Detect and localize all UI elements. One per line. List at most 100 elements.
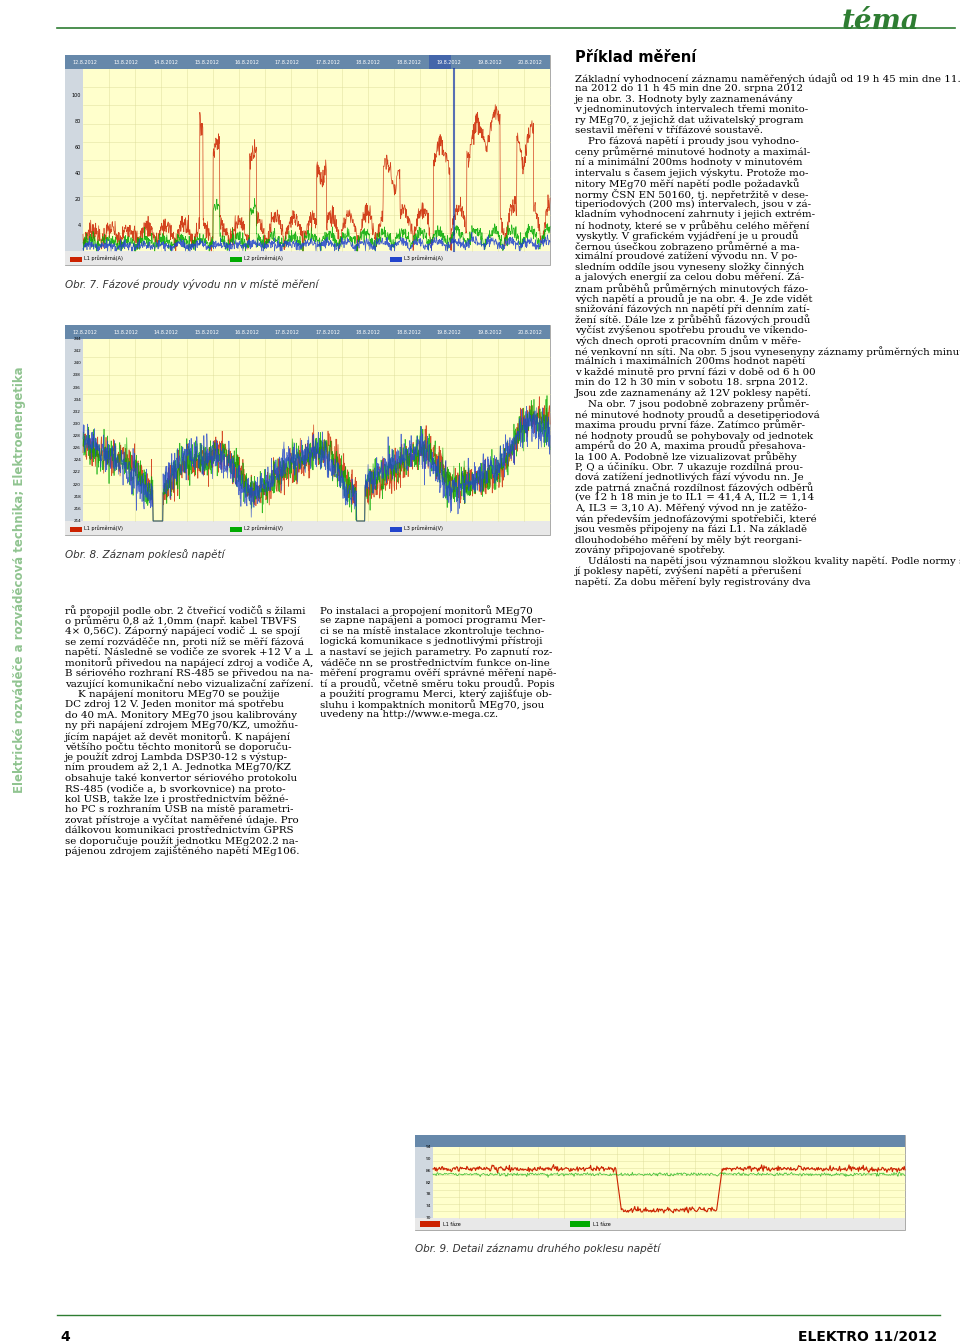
Text: 19.8.2012: 19.8.2012 (437, 59, 462, 64)
Text: rů propojil podle obr. 2 čtveřicí vodičů s žilami: rů propojil podle obr. 2 čtveřicí vodičů… (65, 605, 305, 616)
Text: 17.8.2012: 17.8.2012 (275, 330, 300, 334)
Text: 18.8.2012: 18.8.2012 (356, 59, 380, 64)
Text: L3 průměrná(A): L3 průměrná(A) (404, 255, 443, 261)
Text: 40: 40 (75, 170, 81, 176)
Bar (429, 55, 451, 68)
Text: 100: 100 (72, 93, 81, 98)
Text: černou úsečkou zobrazeno průměrné a ma-: černou úsečkou zobrazeno průměrné a ma- (575, 241, 800, 252)
Bar (65, 522, 550, 535)
Text: Základní vyhodnocení záznamu naměřených údajů od 19 h 45 min dne 11. srp-: Základní vyhodnocení záznamu naměřených … (575, 72, 960, 83)
Text: DC zdroj 12 V. Jeden monitor má spotřebu: DC zdroj 12 V. Jeden monitor má spotřebu (65, 700, 284, 709)
Text: 222: 222 (73, 471, 81, 475)
Text: kol USB, takže lze i prostřednictvím běžné-: kol USB, takže lze i prostřednictvím běž… (65, 794, 289, 803)
Text: je použít zdroj Lambda DSP30-12 s výstup-: je použít zdroj Lambda DSP30-12 s výstup… (65, 752, 288, 762)
Text: L2 průměrná(A): L2 průměrná(A) (244, 255, 283, 261)
Text: tiperiodových (200 ms) intervalech, jsou v zá-: tiperiodových (200 ms) intervalech, jsou… (575, 198, 811, 208)
Text: 224: 224 (73, 459, 81, 463)
Text: ampérů do 20 A, maxima proudů přesahova-: ampérů do 20 A, maxima proudů přesahova- (575, 440, 805, 452)
Text: vyskytly. V grafickém vyjádření je u proudů: vyskytly. V grafickém vyjádření je u pro… (575, 231, 799, 241)
Text: 19.8.2012: 19.8.2012 (477, 59, 502, 64)
Bar (65, 325, 550, 339)
Bar (390, 257, 402, 261)
Text: L1 průměrná(V): L1 průměrná(V) (84, 526, 123, 531)
Text: zovat přístroje a vyčítat naměřené údaje. Pro: zovat přístroje a vyčítat naměřené údaje… (65, 815, 299, 825)
Text: obsahuje také konvertor sériového protokolu: obsahuje také konvertor sériového protok… (65, 772, 298, 783)
Text: 240: 240 (73, 361, 81, 365)
Text: la 100 A. Podobně lze vizualizovat průběhy: la 100 A. Podobně lze vizualizovat průbě… (575, 451, 797, 461)
Text: ximální proudové zatížení vývodu nn. V po-: ximální proudové zatížení vývodu nn. V p… (575, 252, 798, 261)
Text: 16.8.2012: 16.8.2012 (234, 330, 259, 334)
Text: Příklad měření: Příklad měření (575, 50, 696, 64)
Bar (415, 1218, 905, 1230)
Text: je na obr. 3. Hodnoty byly zaznamenávány: je na obr. 3. Hodnoty byly zaznamenávány (575, 94, 794, 103)
Bar (65, 68, 83, 251)
Text: 4: 4 (78, 223, 81, 228)
Text: 4× 0,56C). Záporný napájecí vodič ⊥ se spojí: 4× 0,56C). Záporný napájecí vodič ⊥ se s… (65, 626, 300, 636)
Bar (415, 1147, 433, 1218)
Text: 232: 232 (73, 410, 81, 414)
Text: většího počtu těchto monitorů se doporuču-: většího počtu těchto monitorů se doporuč… (65, 742, 292, 752)
Text: A, IL3 = 3,10 A). Měřený vývod nn je zatěžo-: A, IL3 = 3,10 A). Měřený vývod nn je zat… (575, 503, 807, 514)
Text: ci se na místě instalace zkontroluje techno-: ci se na místě instalace zkontroluje tec… (320, 626, 544, 636)
Text: 17.8.2012: 17.8.2012 (315, 59, 340, 64)
Text: v jednominutových intervalech třemi monito-: v jednominutových intervalech třemi moni… (575, 105, 808, 114)
Text: 18.8.2012: 18.8.2012 (396, 330, 421, 334)
Text: ho PC s rozhraním USB na místě parametri-: ho PC s rozhraním USB na místě parametri… (65, 805, 294, 814)
Text: se zapne napájení a pomocí programu Mer-: se zapne napájení a pomocí programu Mer- (320, 616, 545, 625)
Text: L1 fáze: L1 fáze (443, 1222, 461, 1227)
Text: 20.8.2012: 20.8.2012 (517, 59, 542, 64)
Text: 226: 226 (73, 447, 81, 451)
Text: 13.8.2012: 13.8.2012 (113, 59, 138, 64)
Text: L2 průměrná(V): L2 průměrná(V) (244, 526, 283, 531)
Text: 13.8.2012: 13.8.2012 (113, 330, 138, 334)
Text: snižování fázových nn napětí při denním zatí-: snižování fázových nn napětí při denním … (575, 304, 809, 314)
Text: vých napětí a proudů je na obr. 4. Je zde vidět: vých napětí a proudů je na obr. 4. Je zd… (575, 294, 812, 304)
Text: 15.8.2012: 15.8.2012 (194, 59, 219, 64)
Text: ním proudem až 2,1 A. Jednotka MEg70/KZ: ním proudem až 2,1 A. Jednotka MEg70/KZ (65, 763, 291, 772)
Text: pájenou zdrojem zajištěného napětí MEg106.: pájenou zdrojem zajištěného napětí MEg10… (65, 846, 300, 857)
Text: Obr. 8. Záznam poklesů napětí: Obr. 8. Záznam poklesů napětí (65, 548, 225, 561)
Text: 20.8.2012: 20.8.2012 (517, 330, 542, 334)
Text: málních i maximálních 200ms hodnot napětí: málních i maximálních 200ms hodnot napět… (575, 357, 805, 366)
Text: 18.8.2012: 18.8.2012 (356, 330, 380, 334)
Text: napětí. Následně se vodiče ze svorek +12 V a ⊥: napětí. Následně se vodiče ze svorek +12… (65, 646, 314, 657)
Text: dlouhodobého měření by měly být reorgani-: dlouhodobého měření by měly být reorgani… (575, 535, 802, 544)
Text: 14.8.2012: 14.8.2012 (154, 59, 179, 64)
Text: 19.8.2012: 19.8.2012 (437, 330, 462, 334)
Text: 94: 94 (425, 1145, 431, 1149)
Text: 60: 60 (75, 145, 81, 149)
Text: 230: 230 (73, 422, 81, 426)
Text: 234: 234 (73, 398, 81, 402)
Text: 244: 244 (73, 337, 81, 341)
Text: se zemí rozváděče nn, proti níž se měří fázová: se zemí rozváděče nn, proti níž se měří … (65, 637, 304, 646)
Text: min do 12 h 30 min v sobotu 18. srpna 2012.: min do 12 h 30 min v sobotu 18. srpna 20… (575, 378, 808, 386)
Text: logická komunikace s jednotlivými přístroji: logická komunikace s jednotlivými přístr… (320, 637, 542, 646)
Text: né hodnoty proudů se pohybovaly od jednotek: né hodnoty proudů se pohybovaly od jedno… (575, 430, 813, 441)
Text: Obr. 9. Detail záznamu druhého poklesu napětí: Obr. 9. Detail záznamu druhého poklesu n… (415, 1243, 660, 1254)
Bar (415, 1134, 905, 1230)
Text: Po instalaci a propojení monitorů MEg70: Po instalaci a propojení monitorů MEg70 (320, 605, 533, 616)
Text: a použití programu Merci, který zajišťuje ob-: a použití programu Merci, který zajišťuj… (320, 689, 552, 699)
Text: vých dnech oproti pracovním dnům v měře-: vých dnech oproti pracovním dnům v měře- (575, 335, 801, 346)
Text: ELEKTRO 11/2012: ELEKTRO 11/2012 (798, 1330, 937, 1341)
Text: maxima proudu první fáze. Zatímco průměr-: maxima proudu první fáze. Zatímco průměr… (575, 420, 805, 430)
Text: 238: 238 (73, 373, 81, 377)
Text: dová zatížení jednotlivých fází vývodu nn. Je: dová zatížení jednotlivých fází vývodu n… (575, 472, 804, 481)
Text: monitorů přivedou na napájecí zdroj a vodiče A,: monitorů přivedou na napájecí zdroj a vo… (65, 657, 313, 668)
Text: zovány připojované spotřeby.: zovány připojované spotřeby. (575, 546, 725, 555)
Text: 18.8.2012: 18.8.2012 (396, 59, 421, 64)
Bar (230, 257, 242, 261)
Text: 12.8.2012: 12.8.2012 (73, 59, 98, 64)
Text: 4: 4 (60, 1330, 70, 1341)
Text: 17.8.2012: 17.8.2012 (275, 59, 300, 64)
Text: intervalu s časem jejich výskytu. Protože mo-: intervalu s časem jejich výskytu. Protož… (575, 168, 808, 177)
Text: ny při napájení zdrojem MEg70/KZ, umožňu-: ny při napájení zdrojem MEg70/KZ, umožňu… (65, 720, 298, 730)
Text: tí a proudů, včetně směru toku proudů. Popis: tí a proudů, včetně směru toku proudů. P… (320, 679, 555, 689)
Text: Jsou zde zaznamenány až 12V poklesy napětí.: Jsou zde zaznamenány až 12V poklesy napě… (575, 388, 812, 397)
Bar (70, 257, 82, 261)
Text: RS-485 (vodiče a, b svorkovnice) na proto-: RS-485 (vodiče a, b svorkovnice) na prot… (65, 783, 286, 794)
Text: ní hodnoty, které se v průběhu celého měření: ní hodnoty, které se v průběhu celého mě… (575, 220, 809, 231)
Text: né venkovní nn síti. Na obr. 5 jsou vynesenyny záznamy průměrných minutových a m: né venkovní nn síti. Na obr. 5 jsou vyne… (575, 346, 960, 357)
Text: 74: 74 (425, 1204, 431, 1208)
Text: kladním vyhodnocení zahrnuty i jejich extrém-: kladním vyhodnocení zahrnuty i jejich ex… (575, 209, 815, 219)
